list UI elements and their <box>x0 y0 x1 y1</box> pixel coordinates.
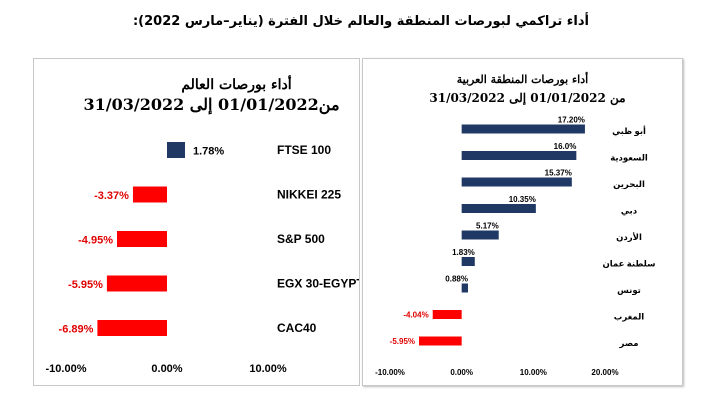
arab-value-label: -5.95% <box>390 337 415 346</box>
world-value-label: -4.95% <box>78 235 113 247</box>
arab-bar <box>461 204 536 213</box>
world-bar <box>97 320 167 336</box>
arab-category-label: السعودية <box>610 153 648 164</box>
world-bar <box>132 186 167 203</box>
arab-chart-title-line1: أداء بورصات المنطقة العربية <box>456 73 589 86</box>
world-bar <box>117 231 167 247</box>
world-value-label: -3.37% <box>94 190 129 202</box>
world-value-label: -5.95% <box>68 279 103 291</box>
world-tick-label: 0.00% <box>151 363 182 375</box>
world-category-label: S&P 500 <box>277 232 325 246</box>
world-markets-chart: 1.78% FTSE 100 -3.37% NIKKEI 225 -4.95% S&P 5… <box>46 142 359 375</box>
arab-bar <box>461 151 577 160</box>
arab-bar <box>461 283 468 293</box>
arab-category-label: دبي <box>621 206 638 216</box>
arab-value-label: 5.17% <box>476 222 499 231</box>
arab-value-label: 10.35% <box>509 195 536 204</box>
world-tick-label: 10.00% <box>249 363 287 375</box>
arab-markets-panel: أداء بورصات المنطقة العربية من 01/01/202… <box>362 58 683 386</box>
main-title: أداء تراكمي لبورصات المنطقة والعالم خلال… <box>132 14 590 29</box>
world-value-label: -6.89% <box>59 324 94 336</box>
arab-value-label: -4.04% <box>403 311 428 320</box>
arab-category-label: الأردن <box>616 232 642 243</box>
arab-bar <box>432 310 462 319</box>
arab-value-label: 17.20% <box>558 116 585 125</box>
world-chart-title: أداء بورصات العالم من01/01/2022 إلى 31/0… <box>34 75 359 115</box>
arab-category-label: البحرين <box>613 179 645 190</box>
world-chart-title-line2: من01/01/2022 إلى 31/03/2022 <box>83 95 340 114</box>
arab-bar <box>419 336 462 346</box>
world-chart-title-line1: أداء بورصات العالم <box>181 77 292 93</box>
arab-value-label: 1.83% <box>452 248 475 257</box>
arab-category-label: تونس <box>617 285 641 296</box>
arab-bar <box>461 230 499 240</box>
world-category-label: CAC40 <box>277 321 317 335</box>
world-category-label: NIKKEI 225 <box>277 188 341 202</box>
arab-chart-title-line2: من 01/01/2022 إلى 31/03/2022 <box>429 91 626 105</box>
world-markets-panel: أداء بورصات العالم من01/01/2022 إلى 31/0… <box>33 58 360 386</box>
arab-tick-label: 0.00% <box>450 368 473 377</box>
world-category-label: EGX 30-EGYPT <box>277 277 359 291</box>
arab-chart-title: أداء بورصات المنطقة العربية من 01/01/202… <box>363 71 682 107</box>
arab-category-label: أبو ظبي <box>612 125 646 137</box>
arab-value-label: 15.37% <box>545 169 572 178</box>
arab-category-label: سلطنة عمان <box>602 259 655 269</box>
world-bar <box>106 275 167 292</box>
arab-tick-label: 10.00% <box>520 368 547 377</box>
arab-value-label: 0.88% <box>445 275 468 284</box>
arab-category-label: مصر <box>619 338 639 349</box>
arab-markets-chart: 17.20% أبو ظبي 16.0% السعودية 15.37% البحرين 1… <box>375 116 655 378</box>
world-category-label: FTSE 100 <box>277 143 331 157</box>
world-value-label: 1.78% <box>193 146 224 158</box>
arab-bar <box>461 124 585 134</box>
world-tick-label: -10.00% <box>46 363 87 375</box>
arab-value-label: 16.0% <box>554 142 577 151</box>
arab-bar <box>461 257 475 266</box>
arab-tick-label: 20.00% <box>591 368 618 377</box>
arab-bar <box>461 177 572 187</box>
arab-category-label: المغرب <box>614 312 645 323</box>
arab-tick-label: -10.00% <box>375 368 405 377</box>
world-bar <box>167 142 185 158</box>
